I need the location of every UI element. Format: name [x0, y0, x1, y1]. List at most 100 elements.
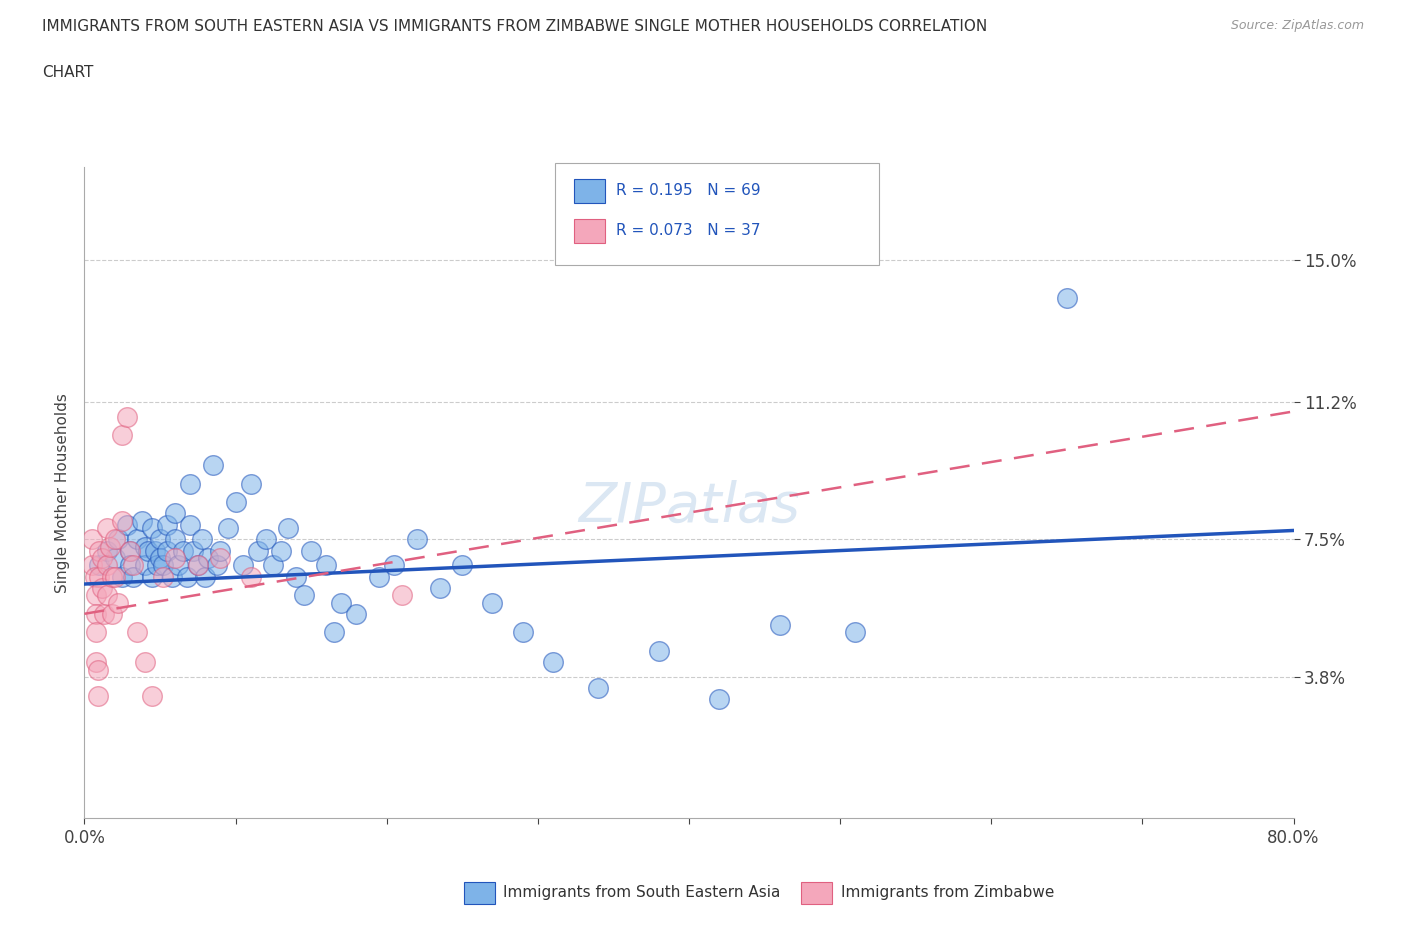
Text: IMMIGRANTS FROM SOUTH EASTERN ASIA VS IMMIGRANTS FROM ZIMBABWE SINGLE MOTHER HOU: IMMIGRANTS FROM SOUTH EASTERN ASIA VS IM…: [42, 19, 987, 33]
Point: [368, 569, 391, 584]
Text: ZIPatlas: ZIPatlas: [578, 480, 800, 532]
Text: R = 0.195   N = 69: R = 0.195 N = 69: [616, 183, 761, 198]
Point: [87, 688, 110, 703]
Point: [141, 521, 163, 536]
Point: [127, 625, 149, 640]
Point: [80, 532, 103, 547]
Point: [98, 539, 121, 554]
Point: [107, 595, 129, 610]
Point: [239, 569, 262, 584]
Point: [769, 618, 792, 632]
Point: [232, 558, 254, 573]
Point: [89, 558, 111, 573]
Point: [181, 543, 204, 558]
Point: [346, 606, 368, 621]
Point: [165, 551, 187, 565]
Point: [134, 558, 156, 573]
Point: [179, 517, 201, 532]
Point: [131, 513, 153, 528]
Point: [152, 569, 174, 584]
Point: [96, 521, 118, 536]
Point: [107, 532, 129, 547]
Point: [512, 625, 534, 640]
Point: [541, 655, 564, 670]
Point: [191, 532, 214, 547]
Point: [115, 517, 138, 532]
Point: [104, 532, 127, 547]
Point: [91, 580, 114, 595]
Point: [87, 662, 110, 677]
Point: [86, 625, 108, 640]
Point: [247, 543, 270, 558]
Point: [285, 569, 308, 584]
Point: [254, 532, 277, 547]
Point: [588, 681, 610, 696]
Point: [86, 588, 108, 603]
Point: [93, 606, 115, 621]
Point: [141, 569, 163, 584]
Point: [262, 558, 284, 573]
Point: [207, 558, 229, 573]
Point: [239, 476, 262, 491]
Point: [152, 558, 174, 573]
Point: [134, 655, 156, 670]
Point: [100, 606, 122, 621]
Point: [1056, 290, 1078, 305]
Point: [96, 588, 118, 603]
Point: [80, 558, 103, 573]
Point: [96, 558, 118, 573]
Point: [134, 539, 156, 554]
Text: Immigrants from South Eastern Asia: Immigrants from South Eastern Asia: [503, 885, 780, 900]
Point: [648, 644, 671, 658]
Point: [136, 543, 159, 558]
Point: [118, 543, 141, 558]
Point: [149, 551, 172, 565]
Point: [209, 551, 232, 565]
Point: [844, 625, 866, 640]
Point: [121, 569, 143, 584]
Point: [167, 558, 190, 573]
Point: [406, 532, 429, 547]
Point: [172, 543, 194, 558]
Point: [209, 543, 232, 558]
Point: [194, 569, 217, 584]
Point: [270, 543, 292, 558]
Point: [481, 595, 503, 610]
Point: [187, 558, 209, 573]
Point: [225, 495, 247, 510]
Point: [292, 588, 315, 603]
Point: [149, 532, 172, 547]
Text: Source: ZipAtlas.com: Source: ZipAtlas.com: [1230, 19, 1364, 32]
Point: [391, 588, 413, 603]
Point: [146, 558, 169, 573]
Point: [197, 551, 219, 565]
Point: [118, 558, 141, 573]
Point: [187, 558, 209, 573]
Point: [86, 655, 108, 670]
Point: [141, 688, 163, 703]
Point: [165, 532, 187, 547]
Point: [156, 543, 179, 558]
Point: [84, 569, 107, 584]
Point: [100, 569, 122, 584]
Point: [277, 521, 299, 536]
Text: Immigrants from Zimbabwe: Immigrants from Zimbabwe: [841, 885, 1054, 900]
Point: [91, 551, 114, 565]
Point: [179, 476, 201, 491]
Point: [176, 569, 198, 584]
Point: [111, 513, 134, 528]
Point: [315, 558, 337, 573]
Text: CHART: CHART: [42, 65, 94, 80]
Point: [156, 517, 179, 532]
Point: [86, 606, 108, 621]
Point: [145, 543, 167, 558]
Point: [160, 569, 183, 584]
Point: [299, 543, 322, 558]
Point: [709, 692, 731, 707]
Point: [121, 558, 143, 573]
Point: [89, 543, 111, 558]
Point: [111, 428, 134, 443]
Point: [217, 521, 239, 536]
Point: [115, 409, 138, 424]
Point: [111, 569, 134, 584]
